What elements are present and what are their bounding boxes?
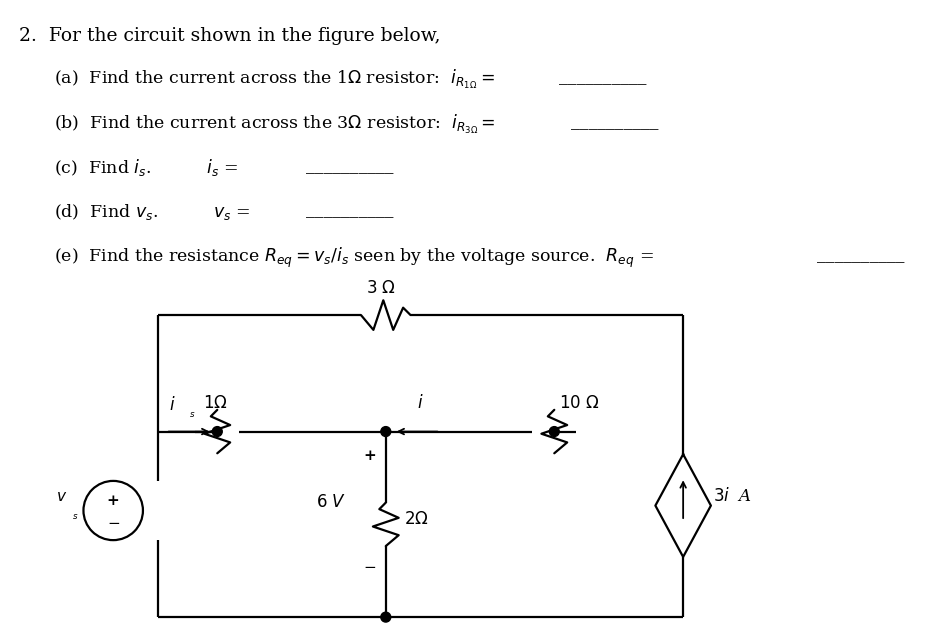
- Text: $v$: $v$: [56, 490, 67, 503]
- Text: (c)  Find $i_s$.          $i_s$ =: (c) Find $i_s$. $i_s$ =: [54, 157, 238, 178]
- Text: $1\Omega$: $1\Omega$: [203, 395, 228, 412]
- Text: +: +: [107, 494, 119, 507]
- Text: $_s$: $_s$: [189, 407, 195, 420]
- Text: (d)  Find $v_s$.          $v_s$ =: (d) Find $v_s$. $v_s$ =: [54, 201, 250, 222]
- Circle shape: [549, 426, 559, 437]
- Text: +: +: [363, 449, 376, 463]
- Text: __________: __________: [559, 68, 647, 86]
- Text: (b)  Find the current across the 3$\Omega$ resistor:  $i_{R_{3\Omega}}=$: (b) Find the current across the 3$\Omega…: [54, 113, 495, 136]
- Text: $6\ V$: $6\ V$: [316, 494, 346, 511]
- Text: $i$: $i$: [417, 394, 424, 412]
- Text: (a)  Find the current across the 1$\Omega$ resistor:  $i_{R_{1\Omega}}=$: (a) Find the current across the 1$\Omega…: [54, 68, 495, 91]
- Text: $i$: $i$: [169, 396, 175, 414]
- Circle shape: [381, 426, 391, 437]
- Text: $2\Omega$: $2\Omega$: [404, 511, 428, 528]
- Text: $3\ \Omega$: $3\ \Omega$: [366, 280, 396, 297]
- Text: __________: __________: [306, 157, 394, 174]
- Text: $10\ \Omega$: $10\ \Omega$: [559, 395, 600, 412]
- Text: __________: __________: [306, 201, 394, 219]
- Text: (e)  Find the resistance $R_{eq} = v_s/i_s$ seen by the voltage source.  $R_{eq}: (e) Find the resistance $R_{eq} = v_s/i_…: [54, 246, 653, 270]
- Text: $3i$  A: $3i$ A: [713, 487, 752, 505]
- Text: __________: __________: [817, 246, 904, 263]
- Text: $-$: $-$: [106, 515, 119, 529]
- Text: 2.  For the circuit shown in the figure below,: 2. For the circuit shown in the figure b…: [19, 27, 441, 45]
- Circle shape: [212, 426, 222, 437]
- Text: $-$: $-$: [363, 559, 376, 573]
- Text: $_s$: $_s$: [72, 509, 79, 522]
- Text: __________: __________: [571, 113, 659, 130]
- Circle shape: [381, 612, 391, 622]
